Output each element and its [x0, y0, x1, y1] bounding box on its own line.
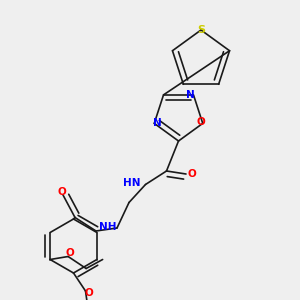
Text: S: S	[197, 25, 205, 35]
Text: O: O	[65, 248, 74, 259]
Text: N: N	[154, 118, 162, 128]
Text: O: O	[57, 187, 66, 197]
Text: NH: NH	[99, 222, 116, 233]
Text: N: N	[186, 90, 195, 100]
Text: O: O	[197, 117, 206, 127]
Text: O: O	[187, 169, 196, 179]
Text: HN: HN	[123, 178, 141, 188]
Text: O: O	[85, 287, 94, 298]
